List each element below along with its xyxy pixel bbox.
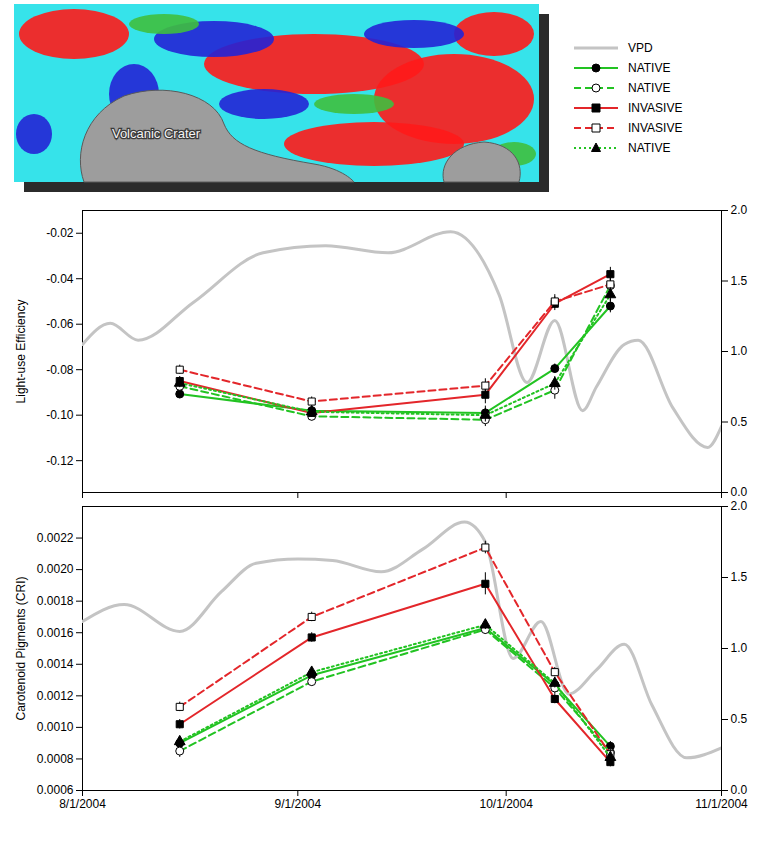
svg-text:Volcanic Crater: Volcanic Crater — [112, 126, 201, 141]
svg-text:VPD: VPD — [628, 41, 653, 55]
svg-text:-0.10: -0.10 — [46, 408, 74, 422]
svg-text:0.0018: 0.0018 — [37, 594, 74, 608]
svg-text:Light-use Efficiency: Light-use Efficiency — [14, 300, 28, 404]
svg-text:NATIVE: NATIVE — [628, 61, 670, 75]
svg-text:2.0: 2.0 — [731, 500, 748, 513]
svg-text:0.0022: 0.0022 — [37, 531, 74, 545]
svg-text:-0.08: -0.08 — [46, 363, 74, 377]
svg-text:1.0: 1.0 — [731, 344, 748, 358]
svg-text:0.0014: 0.0014 — [37, 657, 74, 671]
svg-text:11/1/2004: 11/1/2004 — [695, 797, 748, 811]
svg-text:-0.04: -0.04 — [46, 272, 74, 286]
svg-text:1.5: 1.5 — [731, 570, 748, 584]
svg-text:2.0: 2.0 — [731, 203, 748, 217]
svg-text:INVASIVE: INVASIVE — [628, 121, 682, 135]
svg-text:0.0020: 0.0020 — [37, 562, 74, 576]
svg-text:10/1/2004: 10/1/2004 — [479, 797, 533, 811]
svg-text:0.0006: 0.0006 — [37, 783, 74, 797]
svg-text:0.5: 0.5 — [731, 415, 748, 429]
svg-text:0.0008: 0.0008 — [37, 752, 74, 766]
svg-text:Carotenoid Pigments (CRI): Carotenoid Pigments (CRI) — [14, 576, 28, 720]
svg-text:9/1/2004: 9/1/2004 — [274, 797, 321, 811]
svg-text:0.0: 0.0 — [731, 485, 748, 499]
svg-text:-0.02: -0.02 — [46, 226, 74, 240]
svg-text:0.0010: 0.0010 — [37, 720, 74, 734]
svg-text:NATIVE: NATIVE — [628, 141, 670, 155]
svg-text:0.0: 0.0 — [731, 783, 748, 797]
svg-text:NATIVE: NATIVE — [628, 81, 670, 95]
svg-text:-0.06: -0.06 — [46, 317, 74, 331]
svg-text:0.5: 0.5 — [731, 712, 748, 726]
svg-text:0.0012: 0.0012 — [37, 689, 74, 703]
svg-text:INVASIVE: INVASIVE — [628, 101, 682, 115]
svg-text:1.0: 1.0 — [731, 641, 748, 655]
svg-text:1.5: 1.5 — [731, 274, 748, 288]
svg-text:8/1/2004: 8/1/2004 — [59, 797, 106, 811]
svg-text:0.0016: 0.0016 — [37, 626, 74, 640]
svg-text:-0.12: -0.12 — [46, 454, 74, 468]
